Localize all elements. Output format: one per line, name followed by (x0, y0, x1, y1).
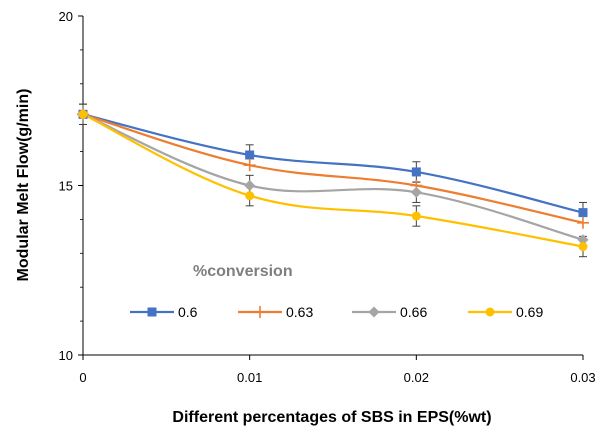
data-point-0.69 (411, 211, 421, 221)
data-point-0.6 (245, 150, 255, 160)
legend-label: 0.69 (516, 304, 543, 320)
series-line-0.66 (82, 113, 584, 241)
legend-marker (147, 307, 157, 317)
data-point-0.66 (410, 186, 422, 198)
data-point-0.69 (245, 191, 255, 201)
x-tick-label: 0.03 (570, 370, 595, 385)
x-tick-label: 0.01 (237, 370, 262, 385)
y-axis-title: Modular Melt Flow(g/min) (15, 89, 32, 282)
data-point-0.69 (78, 109, 88, 119)
legend-item-0.66: 0.66 (352, 304, 427, 320)
legend: 0.6 0.63 0.66 0.69 (130, 304, 543, 320)
legend-marker (254, 306, 266, 318)
data-point-0.66 (577, 234, 589, 246)
legend-item-0.6: 0.6 (130, 304, 198, 320)
plot-area: 10 15 20 0 0.01 0.02 0.03 (59, 9, 595, 385)
series-line-0.63 (82, 113, 584, 224)
data-point-0.63 (577, 216, 589, 229)
legend-marker (485, 307, 495, 317)
data-point-0.6 (578, 208, 588, 218)
legend-marker (368, 306, 380, 318)
data-point-0.63 (243, 159, 256, 172)
legend-label: 0.6 (178, 304, 198, 320)
series-line-0.6 (82, 113, 584, 214)
data-point-0.66 (244, 180, 256, 191)
legend-label: 0.63 (286, 304, 313, 320)
legend-item-0.69: 0.69 (468, 304, 543, 320)
y-tick-label: 20 (59, 9, 73, 24)
y-tick-label: 10 (59, 348, 73, 363)
x-axis-title: Different percentages of SBS in EPS(%wt) (172, 409, 491, 426)
legend-item-0.63: 0.63 (238, 304, 313, 320)
x-tick-label: 0 (79, 370, 86, 385)
legend-label: 0.66 (400, 304, 427, 320)
data-point-0.69 (578, 242, 588, 252)
y-tick-label: 15 (59, 179, 73, 194)
x-tick-label: 0.02 (404, 370, 429, 385)
series-line-0.69 (82, 113, 584, 248)
data-point-0.6 (411, 167, 421, 177)
legend-title: %conversion (193, 263, 293, 280)
